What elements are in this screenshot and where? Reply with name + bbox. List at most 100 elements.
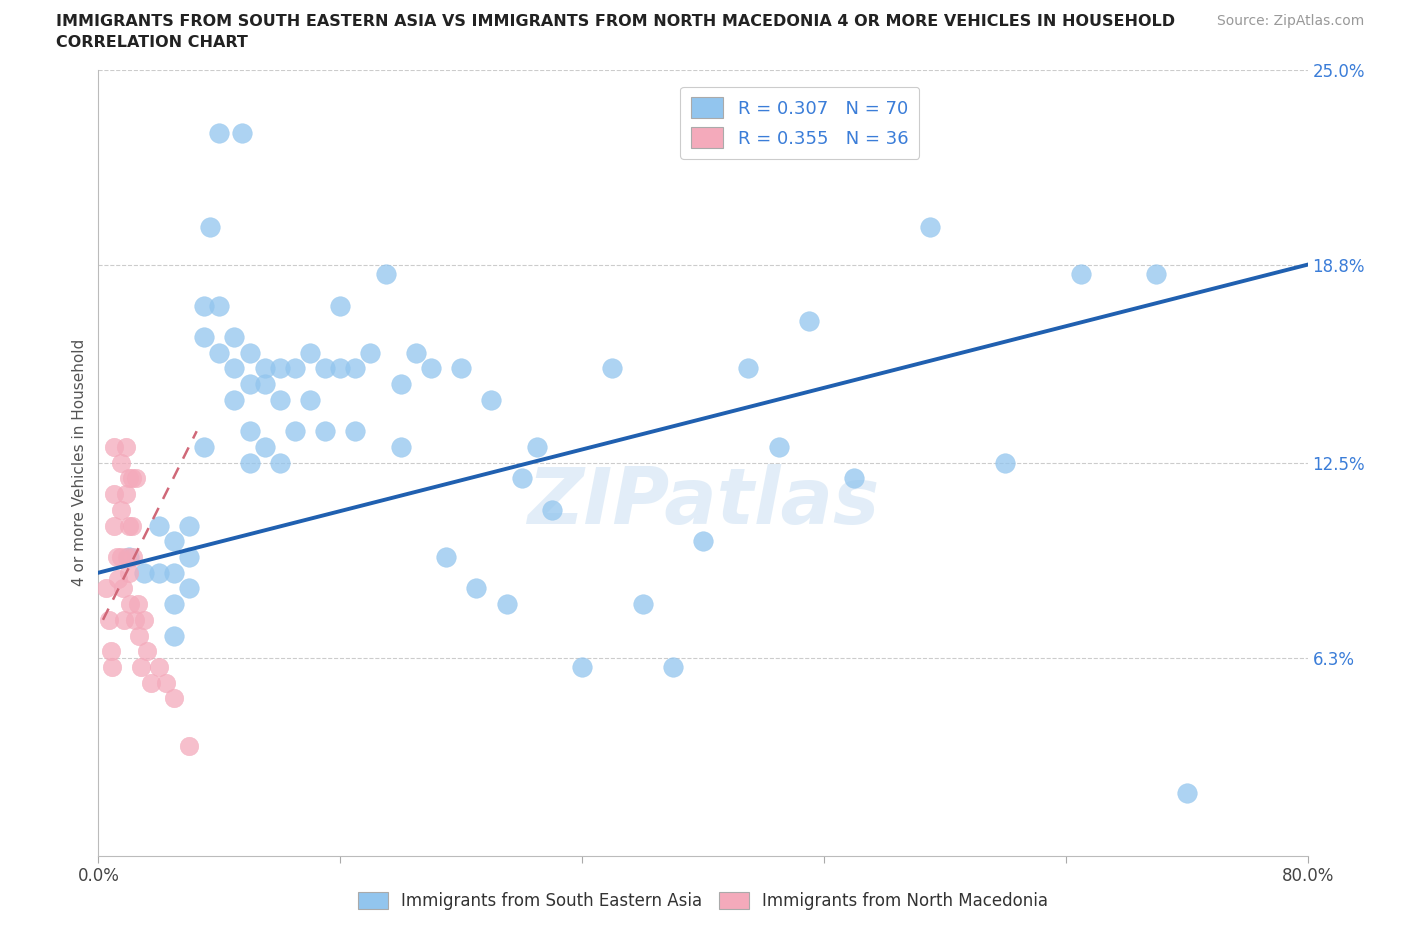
Legend: Immigrants from South Eastern Asia, Immigrants from North Macedonia: Immigrants from South Eastern Asia, Immi… xyxy=(352,885,1054,917)
Point xyxy=(1175,785,1198,800)
Point xyxy=(450,361,472,376)
Point xyxy=(179,581,201,596)
Point xyxy=(329,361,352,376)
Point xyxy=(155,675,177,690)
Point xyxy=(148,565,170,580)
Text: Source: ZipAtlas.com: Source: ZipAtlas.com xyxy=(1216,14,1364,28)
Point xyxy=(124,613,146,628)
Point xyxy=(269,456,291,471)
Point xyxy=(120,597,142,612)
Point xyxy=(481,392,503,407)
Point xyxy=(540,502,562,517)
Point xyxy=(107,572,129,587)
Point xyxy=(163,597,186,612)
Point xyxy=(101,659,124,674)
Point xyxy=(148,518,170,533)
Point xyxy=(121,518,143,533)
Point xyxy=(253,440,276,455)
Point xyxy=(239,377,262,392)
Point xyxy=(208,345,231,360)
Point xyxy=(163,534,186,549)
Point xyxy=(224,361,246,376)
Point xyxy=(94,581,117,596)
Point xyxy=(103,440,125,455)
Point xyxy=(239,345,262,360)
Point xyxy=(110,502,132,517)
Point xyxy=(121,471,143,485)
Point xyxy=(299,345,322,360)
Point xyxy=(224,392,246,407)
Y-axis label: 4 or more Vehicles in Household: 4 or more Vehicles in Household xyxy=(72,339,87,586)
Point xyxy=(179,518,201,533)
Point xyxy=(125,471,148,485)
Point xyxy=(269,361,291,376)
Point xyxy=(344,361,367,376)
Point xyxy=(163,565,186,580)
Point xyxy=(193,329,215,344)
Point xyxy=(239,424,262,439)
Point xyxy=(434,550,457,565)
Point xyxy=(163,691,186,706)
Point xyxy=(631,597,654,612)
Point xyxy=(299,392,322,407)
Point xyxy=(360,345,382,360)
Point xyxy=(405,345,427,360)
Point xyxy=(115,550,138,565)
Point xyxy=(118,565,141,580)
Point xyxy=(193,440,215,455)
Point xyxy=(495,597,517,612)
Point xyxy=(114,440,136,455)
Point xyxy=(737,361,759,376)
Point xyxy=(314,361,336,376)
Point xyxy=(100,644,122,658)
Point xyxy=(179,550,201,565)
Point xyxy=(118,550,141,565)
Point xyxy=(118,518,141,533)
Point xyxy=(114,486,136,501)
Point xyxy=(571,659,593,674)
Point xyxy=(797,313,820,328)
Point xyxy=(918,219,941,234)
Point xyxy=(510,471,533,485)
Point xyxy=(844,471,866,485)
Point xyxy=(132,565,155,580)
Point xyxy=(239,456,262,471)
Point xyxy=(1070,267,1092,282)
Point xyxy=(98,613,121,628)
Point xyxy=(253,377,276,392)
Point xyxy=(128,628,150,643)
Point xyxy=(314,424,336,439)
Point xyxy=(118,471,141,485)
Point xyxy=(1144,267,1167,282)
Point xyxy=(994,456,1017,471)
Point xyxy=(389,440,412,455)
Point xyxy=(163,628,186,643)
Point xyxy=(148,659,170,674)
Point xyxy=(208,126,231,140)
Point xyxy=(389,377,412,392)
Legend: R = 0.307   N = 70, R = 0.355   N = 36: R = 0.307 N = 70, R = 0.355 N = 36 xyxy=(681,86,920,159)
Point xyxy=(122,550,145,565)
Point xyxy=(132,613,155,628)
Point xyxy=(127,597,149,612)
Point xyxy=(768,440,790,455)
Point xyxy=(135,644,157,658)
Point xyxy=(284,424,307,439)
Point xyxy=(179,738,201,753)
Point xyxy=(224,329,246,344)
Point xyxy=(231,126,253,140)
Point xyxy=(110,550,132,565)
Point xyxy=(129,659,152,674)
Point xyxy=(200,219,222,234)
Point xyxy=(112,613,135,628)
Point xyxy=(269,392,291,407)
Point xyxy=(374,267,396,282)
Point xyxy=(253,361,276,376)
Point xyxy=(111,581,134,596)
Point xyxy=(103,518,125,533)
Point xyxy=(105,550,128,565)
Point xyxy=(284,361,307,376)
Text: CORRELATION CHART: CORRELATION CHART xyxy=(56,35,247,50)
Point xyxy=(602,361,624,376)
Point xyxy=(420,361,443,376)
